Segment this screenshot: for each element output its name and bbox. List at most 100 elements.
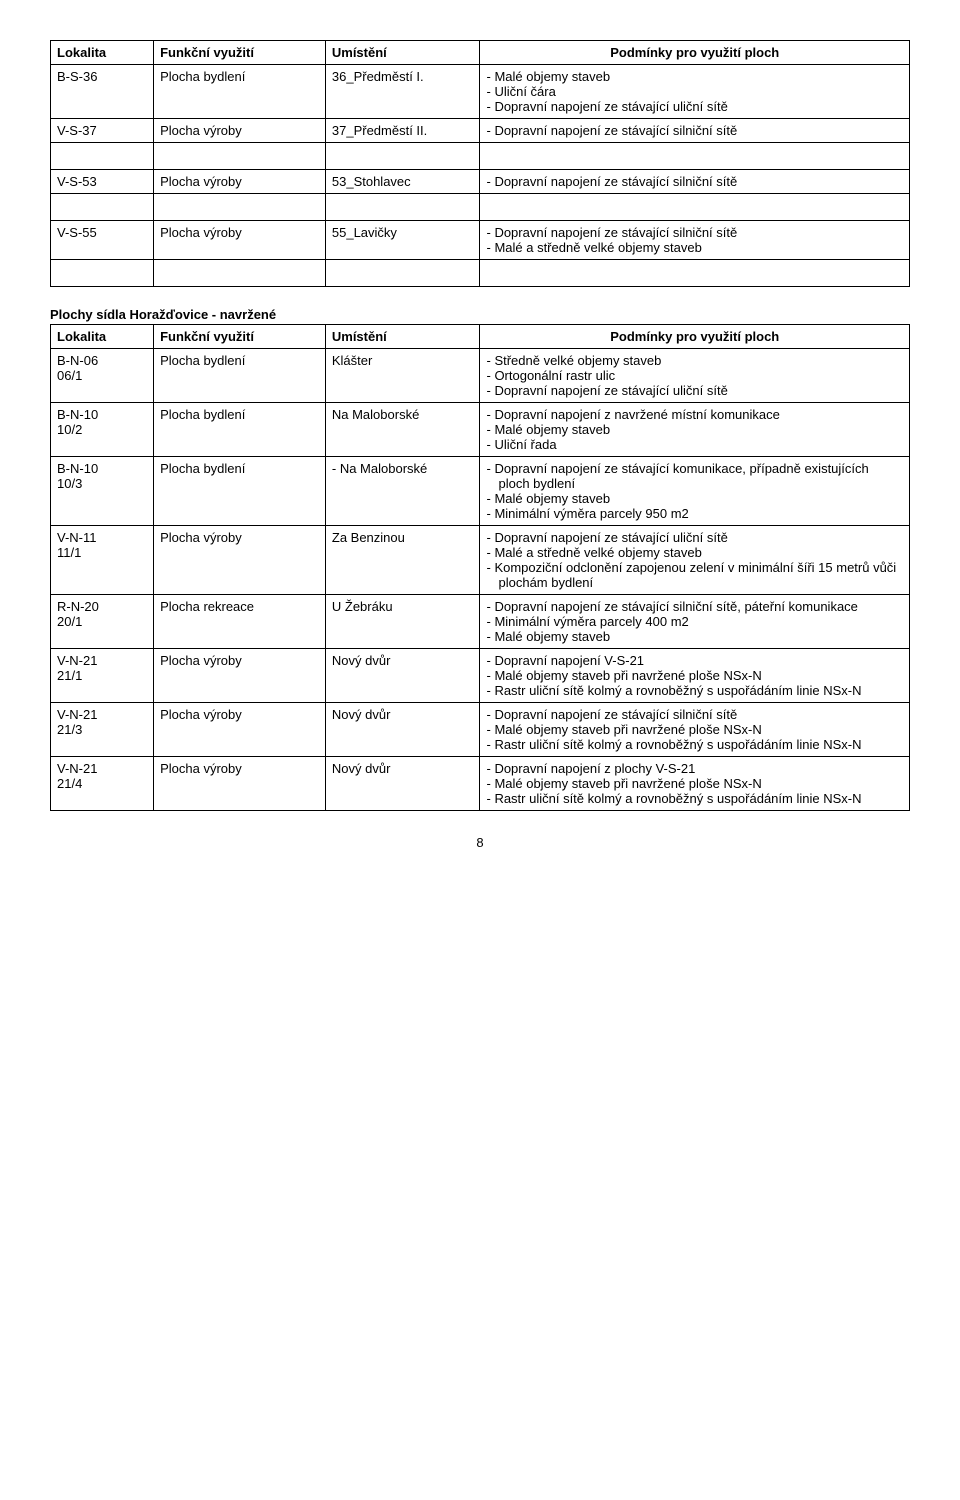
th-lokalita: Lokalita	[51, 325, 154, 349]
cell-umis: U Žebráku	[325, 595, 480, 649]
page-number: 8	[50, 835, 910, 850]
cell-pod: Dopravní napojení z plochy V-S-21 Malé o…	[480, 757, 910, 811]
pod-item: Kompoziční odclonění zapojenou zelení v …	[486, 560, 903, 590]
pod-item: Malé a středně velké objemy staveb	[486, 545, 903, 560]
th-funkcni: Funkční využití	[154, 325, 326, 349]
table-row: V-N-21 21/3 Plocha výroby Nový dvůr Dopr…	[51, 703, 910, 757]
th-podminky: Podmínky pro využití ploch	[480, 325, 910, 349]
cell-pod: Dopravní napojení ze stávající silniční …	[480, 703, 910, 757]
cell-umis: 37_Předměstí II.	[325, 119, 480, 143]
th-umisteni: Umístění	[325, 41, 480, 65]
cell-funk: Plocha bydlení	[154, 457, 326, 526]
cell-lok: B-S-36	[51, 65, 154, 119]
pod-item: Dopravní napojení ze stávající silniční …	[486, 707, 903, 722]
cell-umis: Klášter	[325, 349, 480, 403]
pod-item: Malé objemy staveb při navržené ploše NS…	[486, 668, 903, 683]
pod-item: Malé objemy staveb	[486, 629, 903, 644]
cell-lok: R-N-20 20/1	[51, 595, 154, 649]
section-title: Plochy sídla Horažďovice - navržené	[50, 307, 910, 322]
cell-umis: 55_Lavičky	[325, 221, 480, 260]
pod-item: Malé objemy staveb	[486, 69, 903, 84]
table-row: V-S-55 Plocha výroby 55_Lavičky Dopravní…	[51, 221, 910, 260]
pod-item: Dopravní napojení z plochy V-S-21	[486, 761, 903, 776]
cell-funk: Plocha výroby	[154, 119, 326, 143]
cell-umis: Nový dvůr	[325, 649, 480, 703]
cell-lok: V-N-21 21/4	[51, 757, 154, 811]
pod-item: Dopravní napojení ze stávající komunikac…	[486, 461, 903, 491]
pod-item: Dopravní napojení ze stávající silniční …	[486, 599, 903, 614]
cell-pod: Dopravní napojení ze stávající komunikac…	[480, 457, 910, 526]
table-row: B-N-10 10/2 Plocha bydlení Na Maloborské…	[51, 403, 910, 457]
table-row-empty	[51, 143, 910, 170]
cell-lok: B-N-10 10/3	[51, 457, 154, 526]
pod-item: Malé objemy staveb	[486, 491, 903, 506]
cell-umis: 36_Předměstí I.	[325, 65, 480, 119]
pod-item: Dopravní napojení z navržené místní komu…	[486, 407, 903, 422]
pod-item: Dopravní napojení ze stávající uliční sí…	[486, 383, 903, 398]
umis-dash: Na Maloborské	[332, 461, 474, 476]
cell-pod: Dopravní napojení ze stávající silniční …	[480, 119, 910, 143]
cell-funk: Plocha bydlení	[154, 349, 326, 403]
cell-pod: Dopravní napojení z navržené místní komu…	[480, 403, 910, 457]
cell-pod: Dopravní napojení ze stávající silniční …	[480, 221, 910, 260]
cell-pod: Dopravní napojení ze stávající silniční …	[480, 595, 910, 649]
table-existing: Lokalita Funkční využití Umístění Podmín…	[50, 40, 910, 287]
cell-lok: V-S-55	[51, 221, 154, 260]
cell-lok: V-S-53	[51, 170, 154, 194]
pod-item: Dopravní napojení ze stávající silniční …	[486, 174, 903, 189]
cell-umis: 53_Stohlavec	[325, 170, 480, 194]
pod-item: Malé objemy staveb	[486, 422, 903, 437]
table-header-row: Lokalita Funkční využití Umístění Podmín…	[51, 325, 910, 349]
cell-funk: Plocha výroby	[154, 649, 326, 703]
pod-item: Minimální výměra parcely 950 m2	[486, 506, 903, 521]
cell-pod: Středně velké objemy staveb Ortogonální …	[480, 349, 910, 403]
th-lokalita: Lokalita	[51, 41, 154, 65]
table-row: V-S-53 Plocha výroby 53_Stohlavec Doprav…	[51, 170, 910, 194]
pod-item: Ortogonální rastr ulic	[486, 368, 903, 383]
pod-item: Dopravní napojení ze stávající uliční sí…	[486, 99, 903, 114]
table-row: R-N-20 20/1 Plocha rekreace U Žebráku Do…	[51, 595, 910, 649]
cell-pod: Dopravní napojení ze stávající silniční …	[480, 170, 910, 194]
cell-funk: Plocha výroby	[154, 221, 326, 260]
cell-umis: Nový dvůr	[325, 757, 480, 811]
th-umisteni: Umístění	[325, 325, 480, 349]
pod-item: Dopravní napojení ze stávající silniční …	[486, 123, 903, 138]
cell-funk: Plocha bydlení	[154, 403, 326, 457]
cell-lok: B-N-06 06/1	[51, 349, 154, 403]
cell-funk: Plocha rekreace	[154, 595, 326, 649]
table-row-empty	[51, 194, 910, 221]
cell-lok: V-N-21 21/1	[51, 649, 154, 703]
cell-umis: Za Benzinou	[325, 526, 480, 595]
table-row: B-S-36 Plocha bydlení 36_Předměstí I. Ma…	[51, 65, 910, 119]
pod-item: Uliční čára	[486, 84, 903, 99]
cell-lok: B-N-10 10/2	[51, 403, 154, 457]
pod-item: Uliční řada	[486, 437, 903, 452]
cell-lok: V-S-37	[51, 119, 154, 143]
table-row: V-S-37 Plocha výroby 37_Předměstí II. Do…	[51, 119, 910, 143]
pod-item: Dopravní napojení ze stávající silniční …	[486, 225, 903, 240]
table-row: V-N-21 21/1 Plocha výroby Nový dvůr Dopr…	[51, 649, 910, 703]
pod-item: Rastr uliční sítě kolmý a rovnoběžný s u…	[486, 737, 903, 752]
cell-lok: V-N-11 11/1	[51, 526, 154, 595]
table-proposed: Lokalita Funkční využití Umístění Podmín…	[50, 324, 910, 811]
cell-funk: Plocha výroby	[154, 757, 326, 811]
pod-item: Rastr uliční sítě kolmý a rovnoběžný s u…	[486, 683, 903, 698]
pod-item: Malé a středně velké objemy staveb	[486, 240, 903, 255]
cell-pod: Malé objemy staveb Uliční čára Dopravní …	[480, 65, 910, 119]
cell-funk: Plocha výroby	[154, 170, 326, 194]
cell-umis: Nový dvůr	[325, 703, 480, 757]
pod-item: Malé objemy staveb při navržené ploše NS…	[486, 776, 903, 791]
pod-item: Dopravní napojení V-S-21	[486, 653, 903, 668]
table-row-empty	[51, 260, 910, 287]
cell-umis: Na Maloborské	[325, 403, 480, 457]
th-funkcni: Funkční využití	[154, 41, 326, 65]
pod-item: Minimální výměra parcely 400 m2	[486, 614, 903, 629]
pod-item: Malé objemy staveb při navržené ploše NS…	[486, 722, 903, 737]
cell-pod: Dopravní napojení V-S-21 Malé objemy sta…	[480, 649, 910, 703]
pod-item: Středně velké objemy staveb	[486, 353, 903, 368]
pod-item: Rastr uliční sítě kolmý a rovnoběžný s u…	[486, 791, 903, 806]
table-row: V-N-21 21/4 Plocha výroby Nový dvůr Dopr…	[51, 757, 910, 811]
table-header-row: Lokalita Funkční využití Umístění Podmín…	[51, 41, 910, 65]
cell-umis: Na Maloborské	[325, 457, 480, 526]
cell-funk: Plocha bydlení	[154, 65, 326, 119]
